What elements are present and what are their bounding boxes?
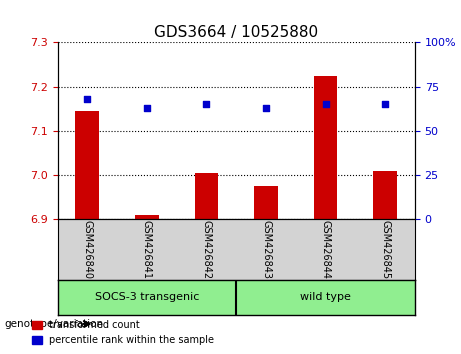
Text: genotype/variation: genotype/variation	[5, 319, 104, 329]
Point	[84, 96, 91, 102]
Bar	[76, 111, 99, 219]
Text: GSM426842: GSM426842	[201, 220, 212, 279]
Legend: transformed count, percentile rank within the sample: transformed count, percentile rank withi…	[28, 316, 218, 349]
Bar	[195, 173, 219, 219]
Bar	[254, 186, 278, 219]
Bar	[373, 171, 397, 219]
Text: SOCS-3 transgenic: SOCS-3 transgenic	[95, 292, 199, 302]
Point	[381, 102, 389, 107]
Title: GDS3664 / 10525880: GDS3664 / 10525880	[154, 25, 319, 40]
Point	[322, 102, 329, 107]
Text: wild type: wild type	[300, 292, 351, 302]
Text: GSM426840: GSM426840	[83, 220, 92, 279]
Point	[143, 105, 151, 111]
Point	[203, 102, 210, 107]
Text: GSM426843: GSM426843	[261, 220, 271, 279]
Text: GSM426844: GSM426844	[320, 220, 331, 279]
Text: GSM426841: GSM426841	[142, 220, 152, 279]
Text: GSM426845: GSM426845	[380, 220, 390, 279]
Bar	[135, 215, 159, 219]
Bar	[313, 76, 337, 219]
Point	[262, 105, 270, 111]
